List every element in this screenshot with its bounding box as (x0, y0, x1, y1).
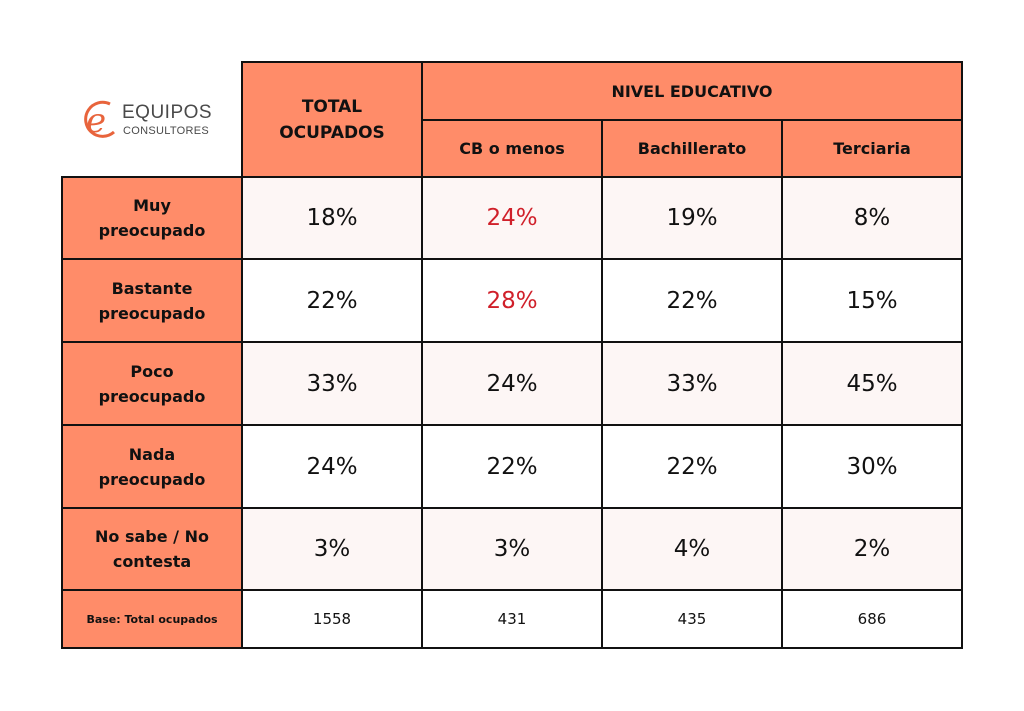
logo-sub: CONSULTORES (123, 125, 210, 137)
grid-line (61, 507, 963, 509)
row-label-nada: Nada preocupado (62, 425, 242, 508)
logo-brand: EQUIPOS (122, 102, 213, 123)
grid-line (421, 119, 963, 121)
header-col-terciaria: Terciaria (782, 120, 962, 177)
header-nivel-educativo: NIVEL EDUCATIVO (422, 62, 962, 120)
row-label-base: Base: Total ocupados (62, 590, 242, 648)
cell-nada-bach: 22% (666, 453, 718, 480)
svg-text:e: e (86, 101, 106, 141)
grid-line (241, 61, 963, 63)
cell-bastante-cb: 28% (486, 287, 538, 314)
grid-line (61, 424, 963, 426)
cell-nosabe-bach: 4% (602, 508, 782, 590)
cell-muy-terc: 8% (782, 177, 962, 259)
cell-nosabe-terc: 2% (782, 508, 962, 590)
grid-line (61, 258, 963, 260)
cell-base-terc: 686 (857, 610, 887, 628)
grid-line (61, 647, 963, 649)
cell-base-bach: 435 (677, 610, 707, 628)
grid-line (241, 61, 243, 649)
grid-line (61, 589, 963, 591)
cell-muy-bach: 19% (602, 177, 782, 259)
equipos-consultores-logo: e EQUIPOS CONSULTORES (80, 96, 240, 148)
cell-poco-terc: 45% (782, 342, 962, 425)
header-col-bachillerato: Bachillerato (602, 120, 782, 177)
cell-muy-total: 18% (242, 177, 422, 259)
row-label-bastante: Bastante preocupado (62, 259, 242, 342)
grid-line (61, 176, 963, 178)
grid-line (61, 341, 963, 343)
cell-bastante-terc: 15% (846, 287, 898, 314)
cell-poco-cb: 24% (422, 342, 602, 425)
grid-line (601, 119, 603, 649)
header-col-cb: CB o menos (422, 120, 602, 177)
cell-bastante-bach: 22% (666, 287, 718, 314)
cell-bastante-total: 22% (306, 287, 358, 314)
cell-poco-total: 33% (242, 342, 422, 425)
grid-line (781, 119, 783, 649)
grid-line (421, 61, 423, 649)
row-label-muy: Muy preocupado (62, 177, 242, 259)
cell-nosabe-total: 3% (242, 508, 422, 590)
header-total-ocupados: TOTAL OCUPADOS (242, 62, 422, 177)
grid-line (61, 176, 63, 649)
row-label-poco: Poco preocupado (62, 342, 242, 425)
cell-poco-bach: 33% (602, 342, 782, 425)
cell-base-cb: 431 (497, 610, 527, 628)
cell-nosabe-cb: 3% (422, 508, 602, 590)
cell-muy-cb: 24% (422, 177, 602, 259)
row-label-nosabe: No sabe / No contesta (62, 508, 242, 590)
logo-e-icon: e (84, 100, 115, 141)
cell-nada-cb: 22% (486, 453, 538, 480)
cell-nada-terc: 30% (846, 453, 898, 480)
cell-base-total: 1558 (312, 610, 352, 628)
grid-line (961, 61, 963, 649)
cell-nada-total: 24% (306, 453, 358, 480)
